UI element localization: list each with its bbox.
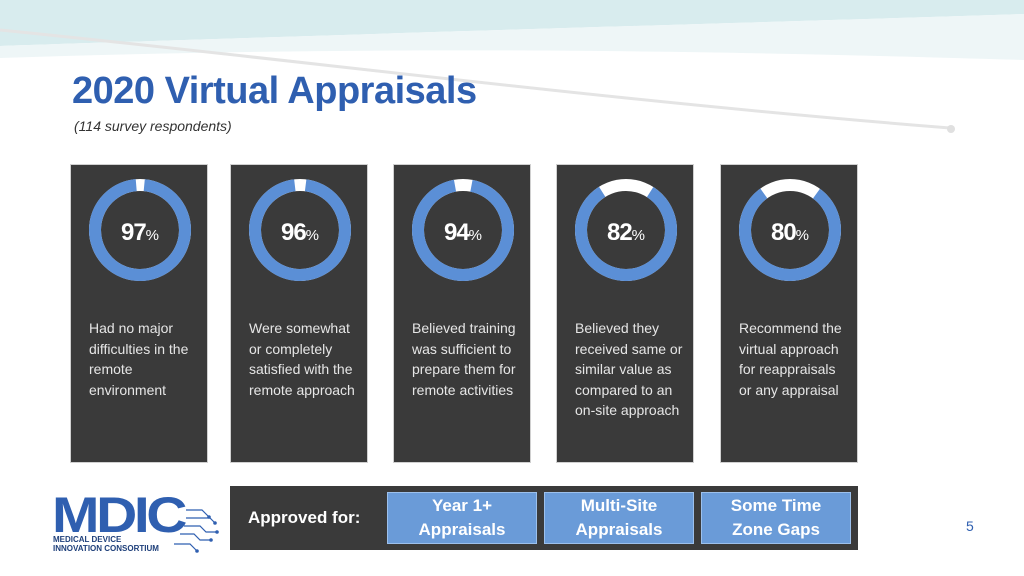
percent-value: 96% <box>280 219 320 246</box>
stat-description: Recommend the virtual approach for reapp… <box>739 320 842 398</box>
donut-chart <box>739 179 841 281</box>
percent-value: 80% <box>770 219 810 246</box>
donut-chart <box>575 179 677 281</box>
stat-card-value: 82% Believed they received same or simil… <box>556 164 694 463</box>
stat-description: Believed they received same or similar v… <box>575 320 683 418</box>
donut-chart <box>412 179 514 281</box>
svg-text:MDIC: MDIC <box>52 488 186 543</box>
page-title: 2020 Virtual Appraisals <box>72 70 477 112</box>
approved-item-multisite: Multi-Site Appraisals <box>544 492 694 544</box>
svg-text:INNOVATION CONSORTIUM: INNOVATION CONSORTIUM <box>53 544 159 553</box>
donut-chart <box>89 179 191 281</box>
stat-description: Believed training was sufficient to prep… <box>412 320 516 398</box>
percent-value: 94% <box>443 219 483 246</box>
page-number: 5 <box>966 518 974 534</box>
mdic-logo: MDIC MEDICAL DEVICE INNOVATION CONSORTIU… <box>52 488 219 553</box>
stat-description: Were somewhat or completely satisfied wi… <box>249 320 355 398</box>
donut-fill <box>89 179 191 281</box>
donut-chart <box>249 179 351 281</box>
approved-item-year1: Year 1+ Appraisals <box>387 492 537 544</box>
svg-text:MEDICAL DEVICE: MEDICAL DEVICE <box>53 535 122 544</box>
approved-for-label: Approved for: <box>248 508 361 527</box>
percent-value: 82% <box>606 219 646 246</box>
approved-for-bar: Approved for: Year 1+ Appraisals Multi-S… <box>230 486 858 550</box>
page-subtitle: (114 survey respondents) <box>74 118 232 134</box>
approved-item-timezone: Some Time Zone Gaps <box>701 492 851 544</box>
stat-card-no-difficulties: 97% Had no major difficulties in the rem… <box>70 164 208 463</box>
stat-card-satisfied: 96% Were somewhat or completely satisfie… <box>230 164 368 463</box>
header-swoosh <box>0 0 1024 133</box>
stat-description: Had no major difficulties in the remote … <box>89 320 189 398</box>
stat-card-recommend: 80% Recommend the virtual approach for r… <box>720 164 858 463</box>
stat-card-training: 94% Believed training was sufficient to … <box>393 164 531 463</box>
percent-value: 97% <box>120 219 160 246</box>
